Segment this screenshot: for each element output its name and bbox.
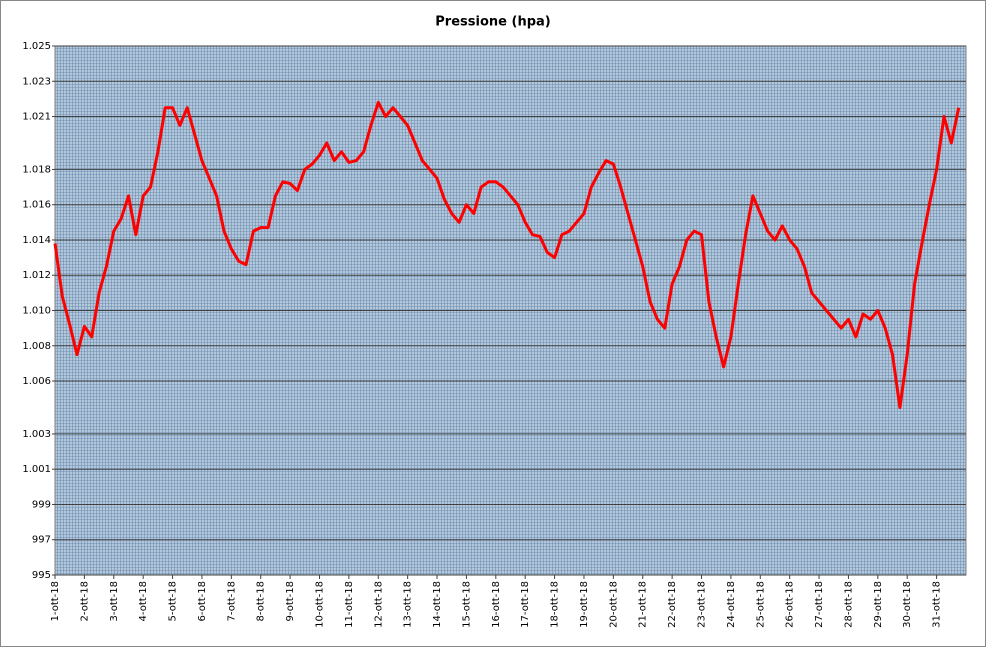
x-tick-label: 12-ott-18 — [373, 581, 384, 628]
x-tick-label: 4-ott-18 — [138, 581, 149, 621]
x-tick-label: 15-ott-18 — [461, 581, 472, 628]
y-tick-label: 1.006 — [22, 376, 51, 387]
y-tick-label: 1.012 — [22, 270, 51, 281]
x-tick-label: 10-ott-18 — [314, 581, 325, 628]
x-tick-label: 18-ott-18 — [550, 581, 561, 628]
y-tick-label: 1.010 — [22, 306, 51, 317]
x-tick-label: 23-ott-18 — [697, 581, 708, 628]
y-tick-label: 1.025 — [22, 41, 51, 52]
x-tick-label: 3-ott-18 — [109, 581, 120, 621]
y-tick-label: 1.016 — [22, 200, 51, 211]
x-tick-label: 26-ott-18 — [785, 581, 796, 628]
x-tick-label: 17-ott-18 — [520, 581, 531, 628]
x-tick-label: 30-ott-18 — [902, 581, 913, 628]
x-tick-label: 9-ott-18 — [285, 581, 296, 621]
y-tick-label: 1.018 — [22, 164, 51, 175]
data-line — [53, 100, 961, 409]
x-tick-label: 31-ott-18 — [932, 581, 943, 628]
x-tick-label: 21-ott-18 — [638, 581, 649, 628]
y-tick-label: 1.001 — [22, 464, 51, 475]
y-tick-label: 997 — [32, 535, 51, 546]
y-tick-label: 1.014 — [22, 235, 51, 246]
x-tick-label: 28-ott-18 — [843, 581, 854, 628]
y-tick-label: 1.023 — [22, 76, 51, 87]
y-tick-label: 995 — [32, 570, 51, 581]
y-tick-label: 1.008 — [22, 341, 51, 352]
x-tick-label: 7-ott-18 — [226, 581, 237, 621]
x-tick-label: 11-ott-18 — [344, 581, 355, 628]
x-tick-label: 8-ott-18 — [256, 581, 267, 621]
x-tick-label: 27-ott-18 — [814, 581, 825, 628]
x-tick-label: 19-ott-18 — [579, 581, 590, 628]
x-tick-label: 2-ott-18 — [79, 581, 90, 621]
y-tick-label: 999 — [32, 499, 51, 510]
x-tick-label: 25-ott-18 — [755, 581, 766, 628]
y-tick-label: 1.003 — [22, 429, 51, 440]
x-tick-label: 1-ott-18 — [50, 581, 61, 621]
x-tick-label: 5-ott-18 — [168, 581, 179, 621]
y-tick-label: 1.021 — [22, 112, 51, 123]
x-tick-label: 13-ott-18 — [403, 581, 414, 628]
x-tick-label: 29-ott-18 — [873, 581, 884, 628]
chart-title: Pressione (hpa) — [435, 15, 550, 30]
x-tick-label: 22-ott-18 — [667, 581, 678, 628]
x-tick-label: 6-ott-18 — [197, 581, 208, 621]
x-tick-label: 20-ott-18 — [608, 581, 619, 628]
x-tick-label: 14-ott-18 — [432, 581, 443, 628]
x-tick-label: 16-ott-18 — [491, 581, 502, 628]
x-tick-label: 24-ott-18 — [726, 581, 737, 628]
